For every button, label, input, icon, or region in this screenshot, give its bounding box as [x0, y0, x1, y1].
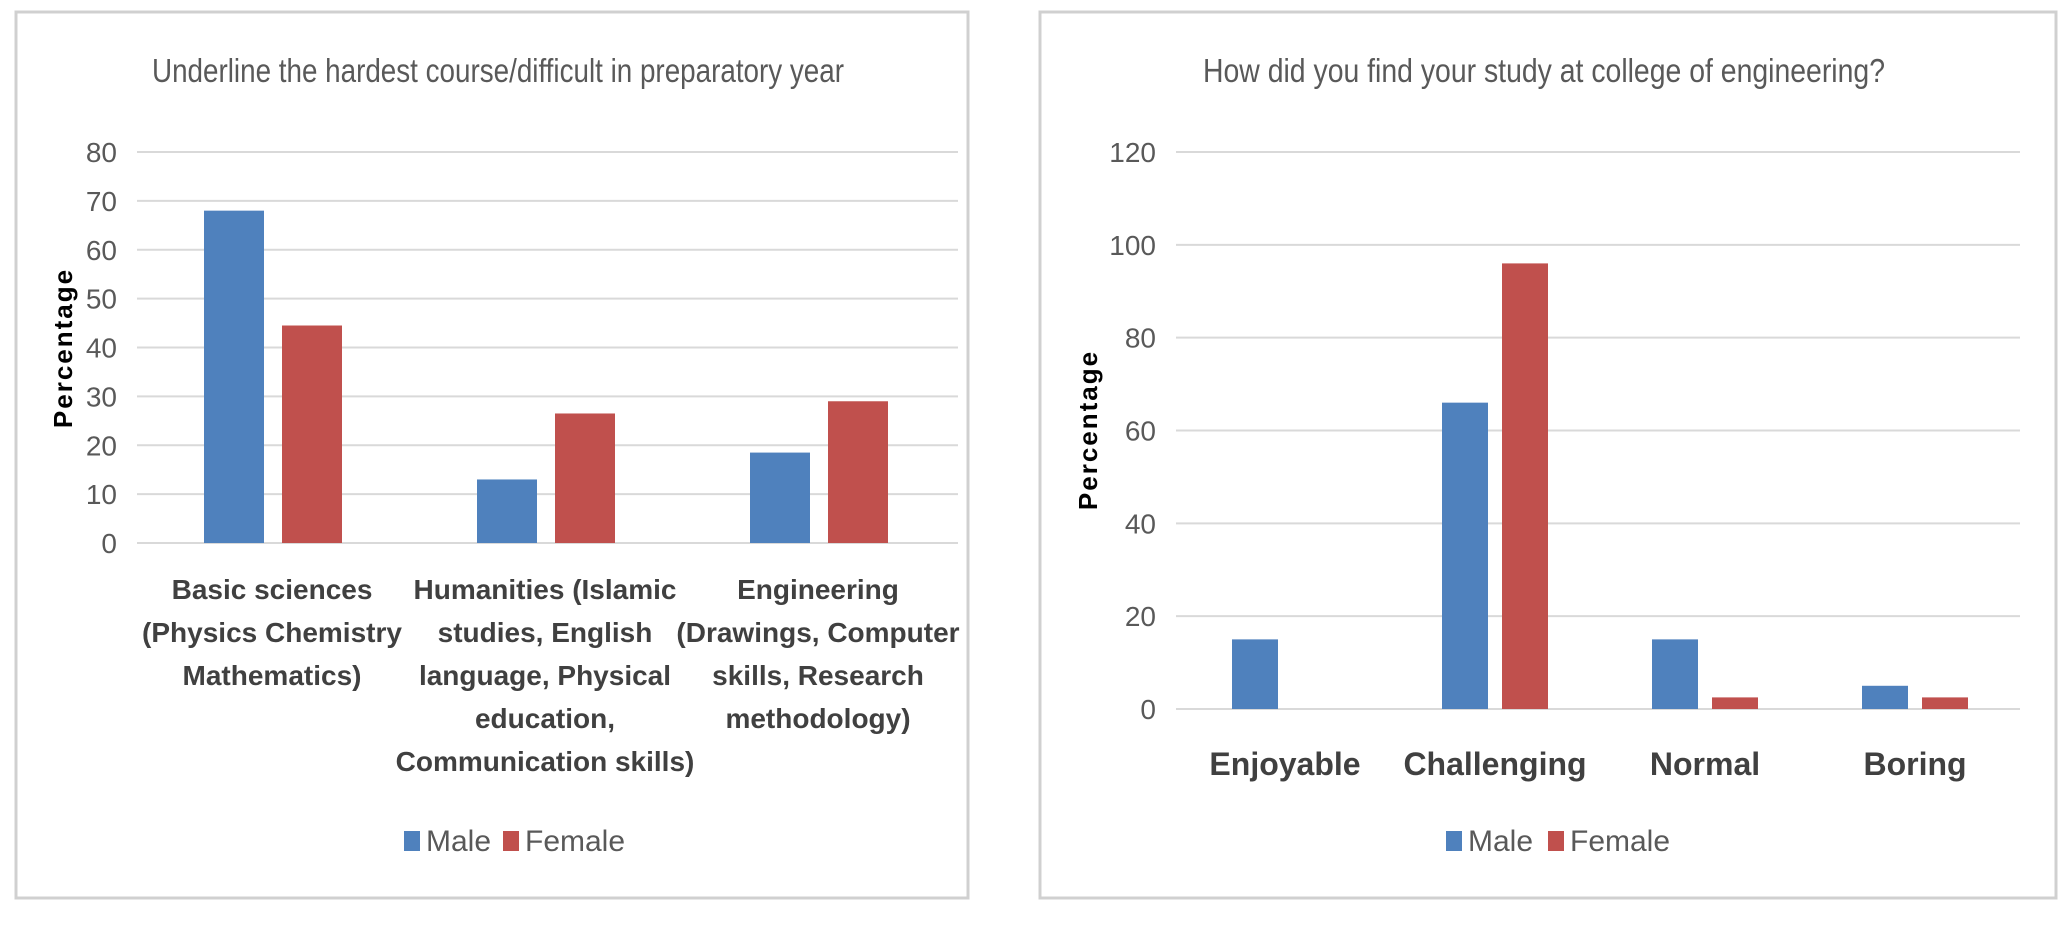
- legend-label-female: Female: [525, 825, 625, 858]
- x-category-label-line: education,: [475, 703, 615, 734]
- x-category-label-line: skills, Research: [712, 660, 924, 691]
- chart-title: Underline the hardest course/difficult i…: [152, 52, 844, 89]
- y-tick-label: 60: [86, 235, 117, 266]
- chart-2: How did you find your study at college o…: [1038, 10, 2058, 900]
- y-tick-label: 50: [86, 284, 117, 315]
- legend-label-female: Female: [1570, 825, 1670, 858]
- bar-female-3: [1712, 697, 1758, 709]
- y-tick-label: 60: [1125, 416, 1156, 447]
- x-category-label-line: (Drawings, Computer: [676, 617, 959, 648]
- y-axis-label: Percentage: [1073, 350, 1103, 510]
- x-category-label: Basic sciences (Physics Chemistry Mathemat…: [142, 574, 402, 691]
- legend-swatch-female: [503, 831, 519, 851]
- y-tick-label: 80: [1125, 323, 1156, 354]
- bar-male-4: [1862, 685, 1908, 709]
- x-category-label: Engineering (Drawings, Computer skills, Re…: [676, 574, 959, 734]
- chart-1: Underline the hardest course/difficult i…: [14, 10, 970, 900]
- bar-male-2: [477, 479, 537, 543]
- x-category-label-line: Humanities (Islamic: [414, 574, 677, 605]
- x-category-label-line: language, Physical: [419, 660, 671, 691]
- x-category-label-line: studies, English: [438, 617, 653, 648]
- y-axis-label: Percentage: [48, 268, 78, 428]
- y-tick-label: 10: [86, 479, 117, 510]
- y-tick-label: 40: [1125, 508, 1156, 539]
- y-tick-label: 120: [1109, 137, 1156, 168]
- y-tick-label: 30: [86, 381, 117, 412]
- legend: Male Female: [1446, 825, 1670, 858]
- bar-male-3: [750, 452, 810, 543]
- legend-swatch-female: [1548, 831, 1564, 851]
- bar-female-3: [828, 401, 888, 543]
- bar-male-3: [1652, 639, 1698, 709]
- legend-swatch-male: [404, 831, 420, 851]
- legend-label-male: Male: [426, 825, 491, 858]
- bar-female-1: [282, 325, 342, 543]
- x-category-label: Humanities (Islamic studies, English langu…: [396, 574, 695, 777]
- y-tick-label: 70: [86, 186, 117, 217]
- x-category-label: Boring: [1863, 746, 1966, 782]
- x-category-label-line: Challenging: [1403, 746, 1586, 782]
- x-category-label: Normal: [1650, 746, 1760, 782]
- y-tick-label: 40: [86, 333, 117, 364]
- x-category-label-line: Boring: [1863, 746, 1966, 782]
- legend-label-male: Male: [1468, 825, 1533, 858]
- legend: Male Female: [404, 825, 625, 858]
- y-tick-label: 0: [1140, 694, 1156, 725]
- chart-title: How did you find your study at college o…: [1203, 52, 1885, 89]
- x-category-label-line: Basic sciences: [172, 574, 373, 605]
- x-category-label-line: Normal: [1650, 746, 1760, 782]
- y-tick-label: 20: [86, 430, 117, 461]
- x-category-label-line: methodology): [725, 703, 910, 734]
- y-tick-label: 100: [1109, 230, 1156, 261]
- bar-female-2: [555, 413, 615, 543]
- x-category-label-line: Communication skills): [396, 746, 695, 777]
- y-tick-label: 80: [86, 137, 117, 168]
- bar-female-4: [1922, 697, 1968, 709]
- bar-male-1: [204, 210, 264, 543]
- legend-swatch-male: [1446, 831, 1462, 851]
- x-category-label-line: Enjoyable: [1209, 746, 1360, 782]
- x-category-label-line: Mathematics): [183, 660, 362, 691]
- bar-male-2: [1442, 402, 1488, 709]
- x-category-label-line: (Physics Chemistry: [142, 617, 402, 648]
- y-tick-label: 20: [1125, 601, 1156, 632]
- bar-male-1: [1232, 639, 1278, 709]
- x-category-label: Challenging: [1403, 746, 1586, 782]
- bar-female-2: [1502, 263, 1548, 709]
- x-category-label: Enjoyable: [1209, 746, 1360, 782]
- y-tick-label: 0: [101, 528, 117, 559]
- x-category-label-line: Engineering: [737, 574, 899, 605]
